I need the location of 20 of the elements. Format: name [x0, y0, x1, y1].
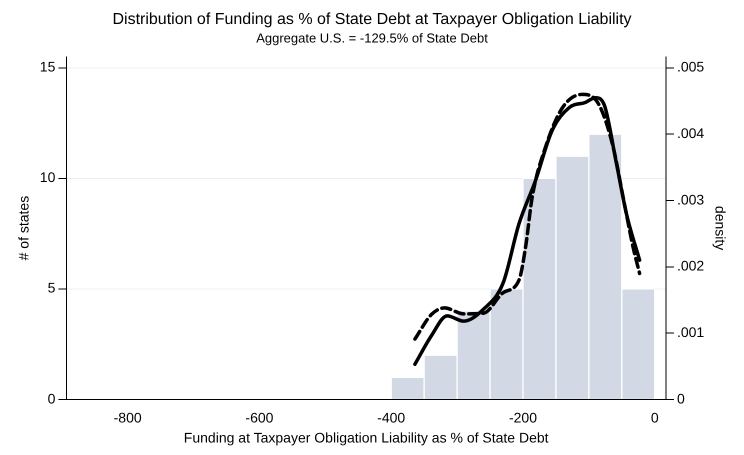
x-tick-label: -400 [377, 410, 406, 426]
y2-tick-label: .003 [676, 191, 704, 208]
y-tick-label: 10 [40, 169, 56, 186]
y-tick-label: 15 [40, 58, 56, 75]
x-tick-label: -600 [245, 410, 274, 426]
y-tick-label: 5 [48, 280, 56, 296]
y2-tick-label: .002 [676, 258, 704, 274]
y2-tick-label: .005 [676, 58, 704, 75]
x-tick-label: -800 [114, 410, 142, 426]
x-axis-title: Funding at Taxpayer Obligation Liability as % of State Debt [184, 429, 549, 446]
y2-tick-label: .004 [676, 125, 704, 142]
y2-axis-title: density [712, 206, 729, 250]
x-tick-label: -200 [508, 410, 538, 426]
y2-tick-label: 0 [676, 390, 685, 406]
y2-tick-label: .001 [676, 324, 704, 340]
chart-title: Distribution of Funding as % of State Debt at Taxpayer Obligation Liability [112, 11, 632, 28]
y-axis-title: # of states [15, 196, 32, 260]
x-tick-label: 0 [650, 410, 659, 426]
chart-subtitle: Aggregate U.S. = -129.5% of State Debt [256, 30, 488, 46]
y-tick-label: 0 [48, 390, 56, 406]
